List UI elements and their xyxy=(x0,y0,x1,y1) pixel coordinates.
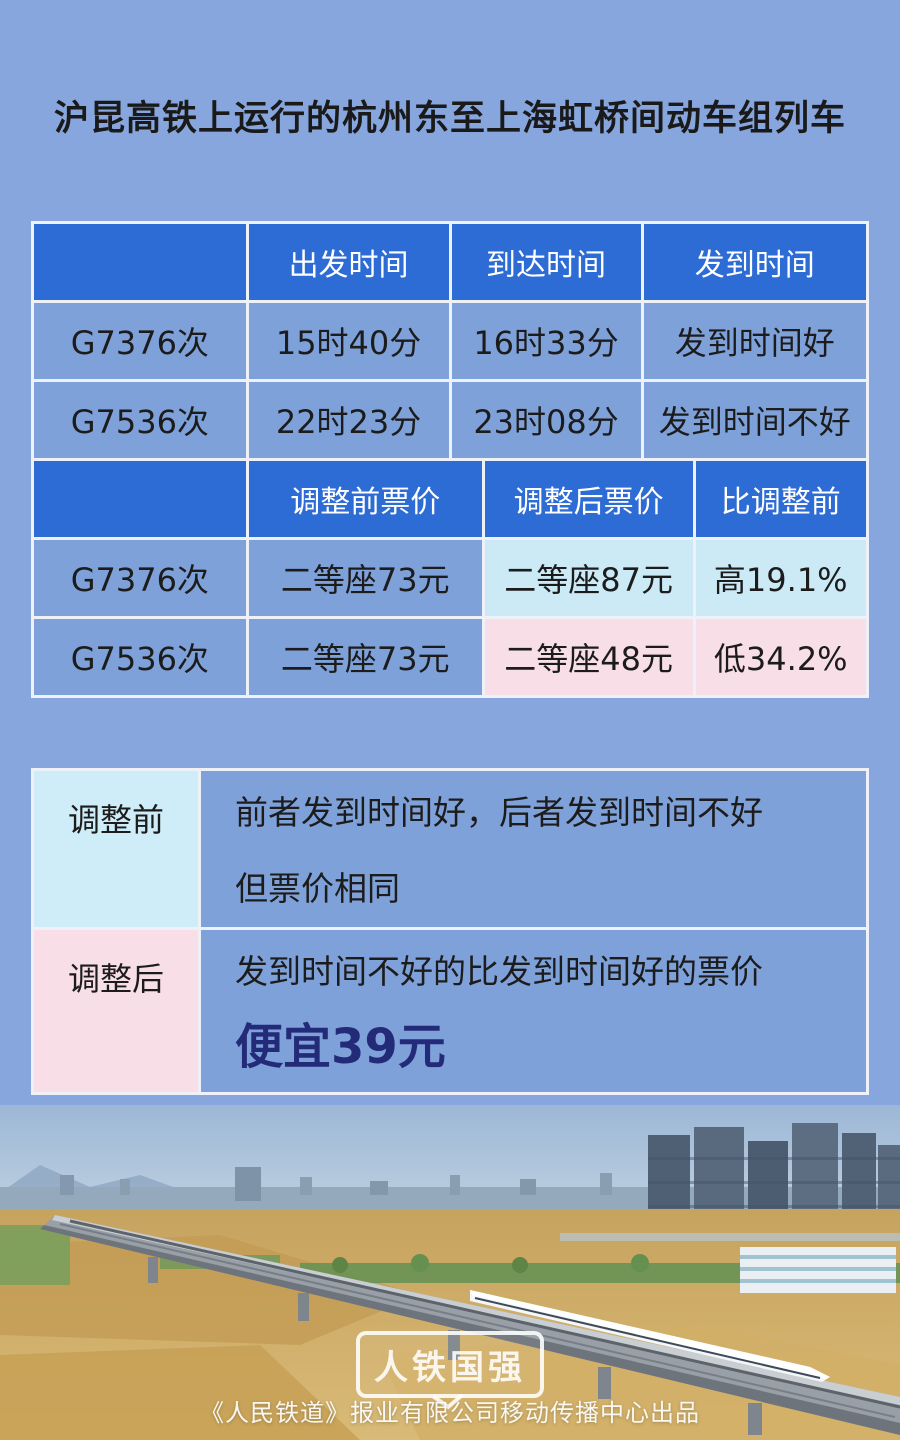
price-header-row: 调整前票价 调整后票价 比调整前 xyxy=(34,461,866,537)
note-highlight-savings: 便宜39元 xyxy=(235,1019,446,1076)
note-body-before: 前者发到时间好，后者发到时间不好 但票价相同 xyxy=(201,771,866,927)
page-title: 沪昆高铁上运行的杭州东至上海虹桥间动车组列车 xyxy=(53,99,846,139)
price-before: 二等座73元 xyxy=(248,619,482,695)
price-after: 二等座87元 xyxy=(484,540,693,616)
note-text-line: 前者发到时间好，后者发到时间不好 xyxy=(235,793,763,832)
note-text-line: 但票价相同 xyxy=(235,869,400,909)
col-header-arrive-time: 到达时间 xyxy=(451,224,641,300)
price-before: 二等座73元 xyxy=(248,540,482,616)
price-row-g7376: G7376次 二等座73元 二等座87元 高19.1% xyxy=(34,540,866,616)
schedule-row-g7376: G7376次 15时40分 16时33分 发到时间好 xyxy=(34,303,866,379)
railway-viaduct xyxy=(40,1215,900,1435)
depart-time: 15时40分 xyxy=(248,303,449,379)
fare-schedule-table: 出发时间 到达时间 发到时间 G7376次 15时40分 16时33分 发到时间… xyxy=(31,221,869,698)
depart-time: 22时23分 xyxy=(248,382,449,458)
office-building xyxy=(740,1247,896,1293)
arrive-time: 23时08分 xyxy=(451,382,641,458)
train-number: G7536次 xyxy=(34,619,246,695)
col-header-price-change: 比调整前 xyxy=(695,461,866,537)
train-number: G7536次 xyxy=(34,382,246,458)
note-label-after: 调整后 xyxy=(34,930,198,1092)
col-header-price-before: 调整前票价 xyxy=(248,461,482,537)
schedule-header-row: 出发时间 到达时间 发到时间 xyxy=(34,224,866,300)
col-header-timing-quality: 发到时间 xyxy=(643,224,866,300)
publisher-credit: 《人民铁道》报业有限公司移动传播中心出品 xyxy=(200,1399,700,1427)
train-number: G7376次 xyxy=(34,540,246,616)
field-patch xyxy=(380,1325,900,1440)
price-after: 二等座48元 xyxy=(484,619,693,695)
note-after-adjustment: 调整后 发到时间不好的比发到时间好的票价 便宜39元 xyxy=(34,930,866,1092)
field-patch xyxy=(0,1345,360,1440)
price-change: 高19.1% xyxy=(695,540,866,616)
train-aerial-photo: 人铁国强 《人民铁道》报业有限公司移动传播中心出品 xyxy=(0,1105,900,1440)
col-header-depart-time: 出发时间 xyxy=(248,224,449,300)
note-body-after: 发到时间不好的比发到时间好的票价 便宜39元 xyxy=(201,930,866,1092)
price-corner-cell xyxy=(34,461,246,537)
timing-note: 发到时间不好 xyxy=(643,382,866,458)
train-number: G7376次 xyxy=(34,303,246,379)
high-speed-train xyxy=(470,1290,830,1382)
col-header-price-after: 调整后票价 xyxy=(484,461,693,537)
price-row-g7536: G7536次 二等座73元 二等座48元 低34.2% xyxy=(34,619,866,695)
brand-watermark-logo: 人铁国强 xyxy=(356,1331,544,1410)
photo-scene xyxy=(0,1105,900,1440)
note-label-before: 调整前 xyxy=(34,771,198,927)
arrive-time: 16时33分 xyxy=(451,303,641,379)
road xyxy=(560,1233,900,1241)
schedule-corner-cell xyxy=(34,224,246,300)
price-change: 低34.2% xyxy=(695,619,866,695)
note-before-adjustment: 调整前 前者发到时间好，后者发到时间不好 但票价相同 xyxy=(34,771,866,927)
note-text-line: 发到时间不好的比发到时间好的票价 xyxy=(235,952,763,991)
field-patch xyxy=(0,1235,420,1345)
brand-logo-text: 人铁国强 xyxy=(374,1348,526,1388)
comparison-notes: 调整前 前者发到时间好，后者发到时间不好 但票价相同 调整后 发到时间不好的比发… xyxy=(31,768,869,1095)
timing-note: 发到时间好 xyxy=(643,303,866,379)
schedule-row-g7536: G7536次 22时23分 23时08分 发到时间不好 xyxy=(34,382,866,458)
